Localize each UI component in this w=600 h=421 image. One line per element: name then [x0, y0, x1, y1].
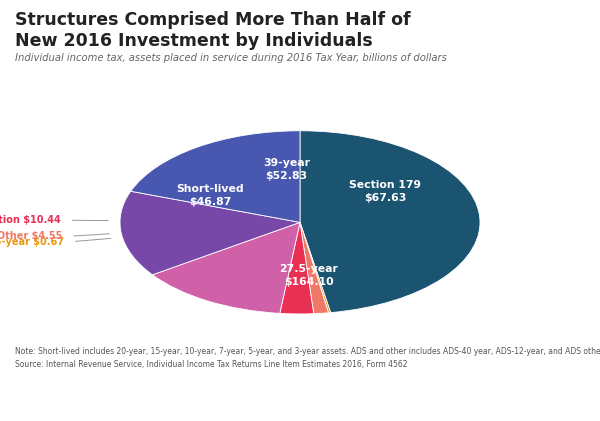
Text: 39-year
$52.83: 39-year $52.83: [263, 158, 310, 181]
Wedge shape: [280, 222, 314, 314]
Wedge shape: [300, 222, 331, 313]
Text: Individual income tax, assets placed in service during 2016 Tax Year, billions o: Individual income tax, assets placed in …: [15, 53, 447, 63]
Text: @TaxFoundation: @TaxFoundation: [505, 399, 591, 409]
Wedge shape: [120, 191, 300, 275]
Text: TAX FOUNDATION: TAX FOUNDATION: [9, 399, 113, 409]
Wedge shape: [131, 131, 300, 222]
Text: Short-lived
$46.87: Short-lived $46.87: [176, 184, 244, 207]
Text: 27.5-year
$164.10: 27.5-year $164.10: [280, 264, 338, 287]
Text: New 2016 Investment by Individuals: New 2016 Investment by Individuals: [15, 32, 373, 50]
Text: Structures Comprised More Than Half of: Structures Comprised More Than Half of: [15, 11, 410, 29]
Text: Bonus Depreciation $10.44: Bonus Depreciation $10.44: [0, 215, 61, 225]
Text: 25-year $0.67: 25-year $0.67: [0, 237, 64, 247]
Text: Section 179
$67.63: Section 179 $67.63: [349, 180, 421, 203]
Wedge shape: [300, 131, 480, 313]
Wedge shape: [300, 222, 328, 314]
Text: Note: Short-lived includes 20-year, 15-year, 10-year, 7-year, 5-year, and 3-year: Note: Short-lived includes 20-year, 15-y…: [15, 347, 600, 356]
Text: Source: Internal Revenue Service, Individual Income Tax Returns Line Item Estima: Source: Internal Revenue Service, Indivi…: [15, 360, 407, 369]
Text: ADS and Other $4.55: ADS and Other $4.55: [0, 231, 62, 241]
Wedge shape: [152, 222, 300, 313]
